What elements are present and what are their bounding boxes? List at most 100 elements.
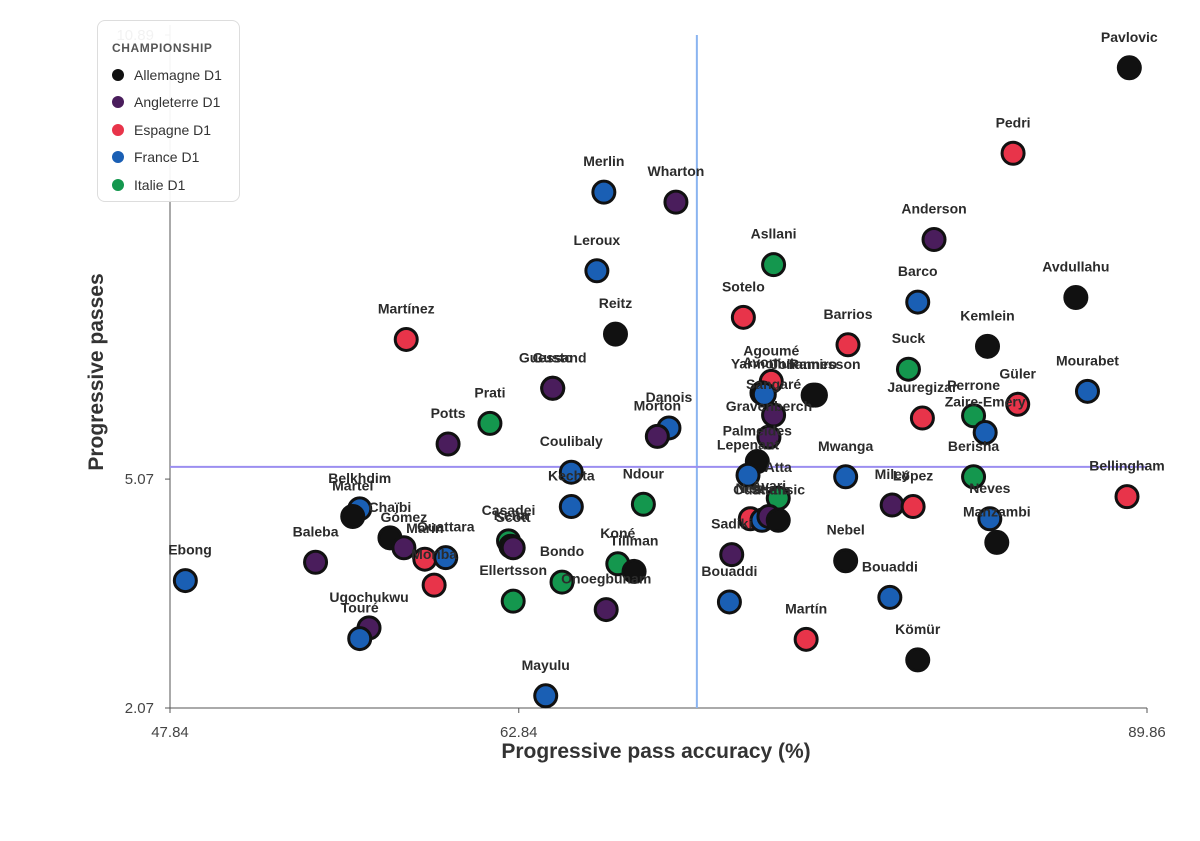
data-point-label: Kechta bbox=[548, 468, 595, 484]
y-tick-label: 5.07 bbox=[125, 471, 154, 488]
data-point-label: Marin bbox=[406, 520, 443, 536]
data-point-label: Zaire-Emery bbox=[945, 394, 1026, 410]
data-point-label: Yarmoliuk bbox=[731, 355, 798, 371]
data-point bbox=[558, 459, 584, 485]
data-point-label: Wharton bbox=[648, 163, 705, 179]
data-point bbox=[433, 545, 459, 571]
legend-swatch bbox=[112, 151, 124, 164]
data-point bbox=[477, 410, 503, 436]
data-point bbox=[172, 568, 198, 594]
data-point bbox=[303, 549, 329, 575]
data-point-label: Sangaré bbox=[746, 376, 801, 392]
legend-item-italie[interactable]: Italie D1 bbox=[112, 171, 239, 199]
data-point bbox=[719, 542, 745, 568]
data-point bbox=[435, 431, 461, 457]
data-point-label: Koné bbox=[600, 525, 635, 541]
data-point bbox=[793, 626, 819, 652]
data-point-label: Kemlein bbox=[960, 307, 1014, 323]
data-point bbox=[905, 289, 931, 315]
data-point-label: Reitz bbox=[599, 295, 632, 311]
data-point bbox=[1116, 55, 1142, 81]
data-point-label: Lepenant bbox=[717, 436, 780, 452]
data-point bbox=[630, 491, 656, 517]
legend-item-angleterre[interactable]: Angleterre D1 bbox=[112, 89, 239, 117]
data-point bbox=[974, 333, 1000, 359]
data-point bbox=[1000, 140, 1026, 166]
data-point bbox=[1063, 284, 1089, 310]
data-point-label: Onoegbunam bbox=[561, 571, 651, 587]
data-point bbox=[909, 405, 935, 431]
x-tick-label: 62.84 bbox=[500, 724, 538, 741]
legend-label: Espagne D1 bbox=[134, 121, 212, 138]
legend-label: Italie D1 bbox=[134, 176, 186, 193]
data-point-label: Ouattara bbox=[733, 481, 791, 497]
data-point-label: Asllani bbox=[751, 226, 797, 242]
data-point-label: Perrone bbox=[947, 377, 1000, 393]
y-tick-label: 2.07 bbox=[125, 700, 154, 717]
data-point bbox=[900, 494, 926, 520]
data-point bbox=[879, 492, 905, 518]
data-point bbox=[895, 356, 921, 382]
legend-swatch bbox=[112, 123, 124, 136]
data-point bbox=[877, 584, 903, 610]
data-point-label: López bbox=[893, 468, 933, 484]
y-axis-title: Progressive passes bbox=[85, 273, 108, 470]
data-point-label: Ebong bbox=[168, 542, 212, 558]
data-point-label: Martínez bbox=[378, 300, 435, 316]
data-point bbox=[833, 548, 859, 574]
data-point-label: Neves bbox=[969, 480, 1010, 496]
data-point bbox=[591, 179, 617, 205]
data-point-label: Casadei bbox=[482, 502, 536, 518]
data-point-label: Gómez bbox=[381, 509, 428, 525]
x-tick-label: 47.84 bbox=[151, 724, 189, 741]
data-point-label: Barrios bbox=[823, 306, 872, 322]
data-point-label: Pavlovic bbox=[1101, 29, 1158, 45]
data-point bbox=[549, 569, 575, 595]
legend-item-france[interactable]: France D1 bbox=[112, 144, 239, 172]
legend-title: CHAMPIONSHIP bbox=[112, 41, 213, 55]
data-point-label: Kömür bbox=[895, 621, 941, 637]
data-point-label: Merlin bbox=[583, 153, 624, 169]
data-point bbox=[761, 252, 787, 278]
data-point-label: Scott bbox=[496, 509, 531, 525]
data-point-label: Touré bbox=[341, 600, 379, 616]
data-point bbox=[835, 332, 861, 358]
data-point-label: Suck bbox=[892, 330, 926, 346]
data-point bbox=[540, 375, 566, 401]
reference-lines bbox=[170, 35, 1147, 708]
data-point bbox=[765, 507, 791, 533]
legend-item-allemagne[interactable]: Allemagne D1 bbox=[112, 61, 239, 89]
data-point-label: Avdullahu bbox=[1042, 258, 1109, 274]
data-point bbox=[1005, 391, 1031, 417]
legend-label: France D1 bbox=[134, 149, 200, 166]
data-point-label: Jauregizar bbox=[887, 379, 958, 395]
data-point-label: Güler bbox=[999, 365, 1036, 381]
data-point-label: Ugochukwu bbox=[329, 589, 408, 605]
labels-layer: Pavlovic Pedri Merlin Wharton Anderson Asllan… bbox=[168, 29, 1165, 673]
data-point-label: Avari bbox=[752, 477, 787, 493]
data-point-label: Anderson bbox=[901, 200, 966, 216]
data-point bbox=[921, 226, 947, 252]
data-point-label: Martel bbox=[332, 477, 373, 493]
data-point-label: Ellertsson bbox=[479, 562, 547, 578]
legend-swatch bbox=[112, 68, 124, 81]
data-point-label: Morton bbox=[634, 397, 681, 413]
data-point bbox=[977, 506, 1003, 532]
data-point bbox=[730, 304, 756, 330]
data-point-label: Johannesson bbox=[770, 356, 860, 372]
data-point-label: Pedri bbox=[996, 114, 1031, 130]
data-point bbox=[533, 683, 559, 709]
data-point-label: Keïta bbox=[494, 507, 528, 523]
data-point-label: Baleba bbox=[293, 523, 339, 539]
data-point bbox=[644, 423, 670, 449]
legend-item-espagne[interactable]: Espagne D1 bbox=[112, 116, 239, 144]
data-point-label: Stanisic bbox=[751, 481, 805, 497]
legend-swatch bbox=[112, 96, 124, 109]
data-point-label: Moriba bbox=[411, 546, 457, 562]
data-point-label: Bellingham bbox=[1089, 458, 1164, 474]
data-point bbox=[735, 462, 761, 488]
data-point bbox=[972, 420, 998, 446]
data-point-label: Gusto bbox=[532, 349, 572, 365]
